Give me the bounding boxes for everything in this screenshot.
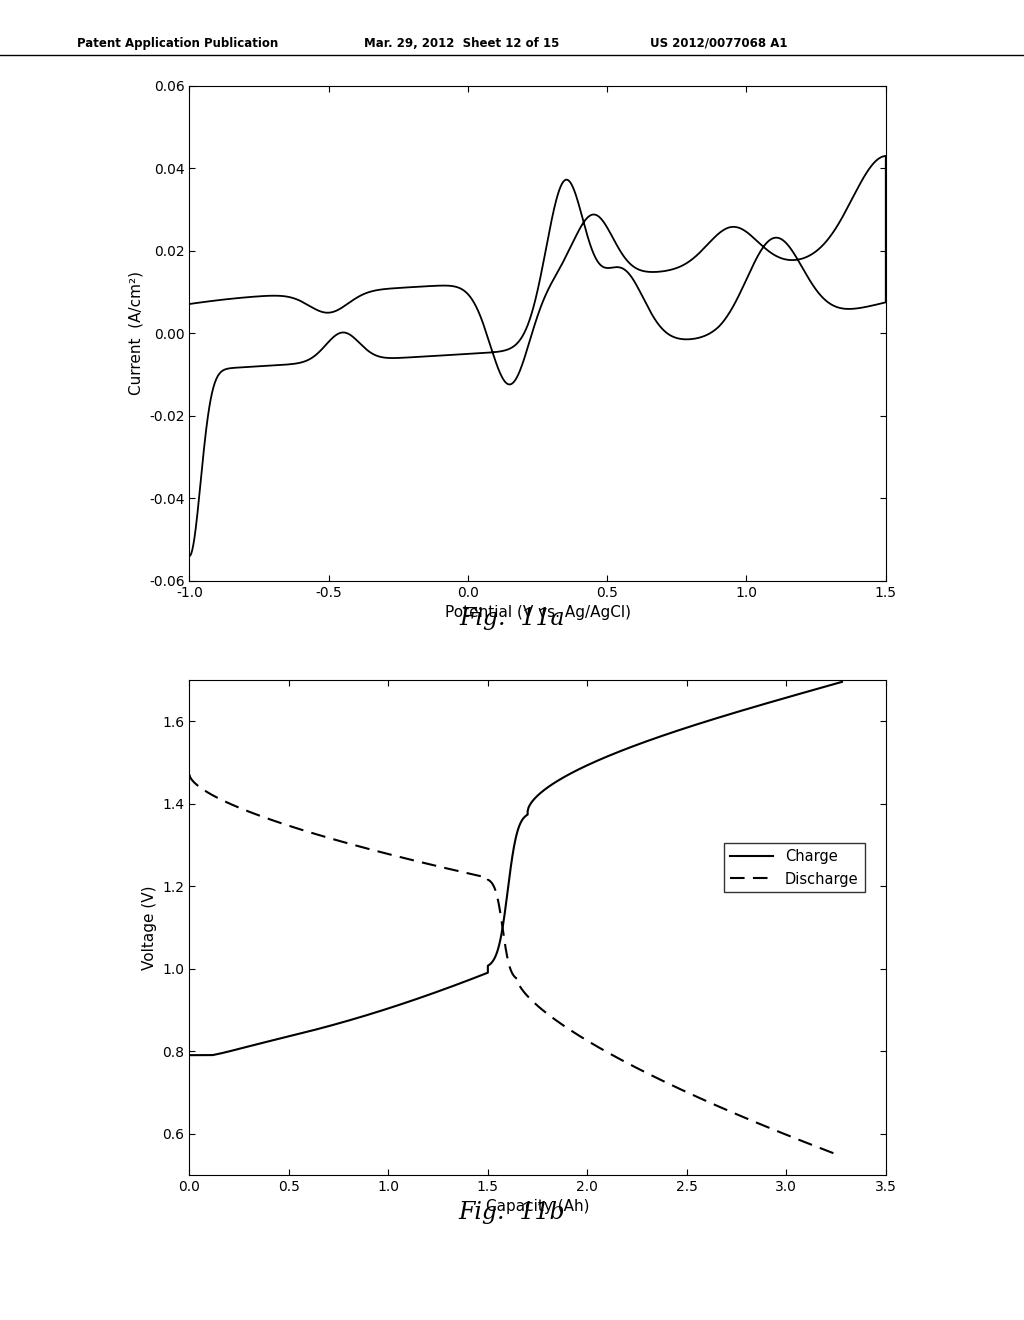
Discharge bbox=[654, 1072, 667, 1088]
Discharge bbox=[829, 1146, 842, 1162]
Text: Mar. 29, 2012  Sheet 12 of 15: Mar. 29, 2012 Sheet 12 of 15 bbox=[364, 37, 559, 50]
Discharge bbox=[425, 857, 437, 873]
X-axis label: Potential (V vs. Ag/AgCl): Potential (V vs. Ag/AgCl) bbox=[444, 605, 631, 620]
Charge bbox=[183, 1047, 196, 1063]
Text: Patent Application Publication: Patent Application Publication bbox=[77, 37, 279, 50]
Text: Fig.  11b: Fig. 11b bbox=[459, 1201, 565, 1224]
Discharge bbox=[446, 862, 459, 878]
Charge bbox=[589, 754, 601, 770]
Legend: Charge, Discharge: Charge, Discharge bbox=[724, 843, 864, 892]
Charge bbox=[446, 978, 459, 994]
Text: Fig.  11a: Fig. 11a bbox=[459, 607, 565, 630]
Line: Charge: Charge bbox=[189, 682, 842, 1055]
Text: US 2012/0077068 A1: US 2012/0077068 A1 bbox=[650, 37, 787, 50]
Discharge bbox=[245, 804, 257, 820]
Discharge bbox=[669, 1078, 681, 1094]
Discharge bbox=[183, 767, 196, 783]
Charge bbox=[677, 721, 689, 737]
Y-axis label: Voltage (V): Voltage (V) bbox=[142, 884, 157, 970]
Charge bbox=[836, 675, 848, 690]
Charge bbox=[425, 986, 437, 1002]
Y-axis label: Current  (A/cm²): Current (A/cm²) bbox=[128, 272, 143, 395]
Charge bbox=[245, 1038, 257, 1053]
Charge bbox=[663, 726, 675, 742]
Line: Discharge: Discharge bbox=[189, 775, 836, 1154]
X-axis label: Capacity (Ah): Capacity (Ah) bbox=[485, 1199, 590, 1214]
Discharge bbox=[581, 1032, 593, 1048]
